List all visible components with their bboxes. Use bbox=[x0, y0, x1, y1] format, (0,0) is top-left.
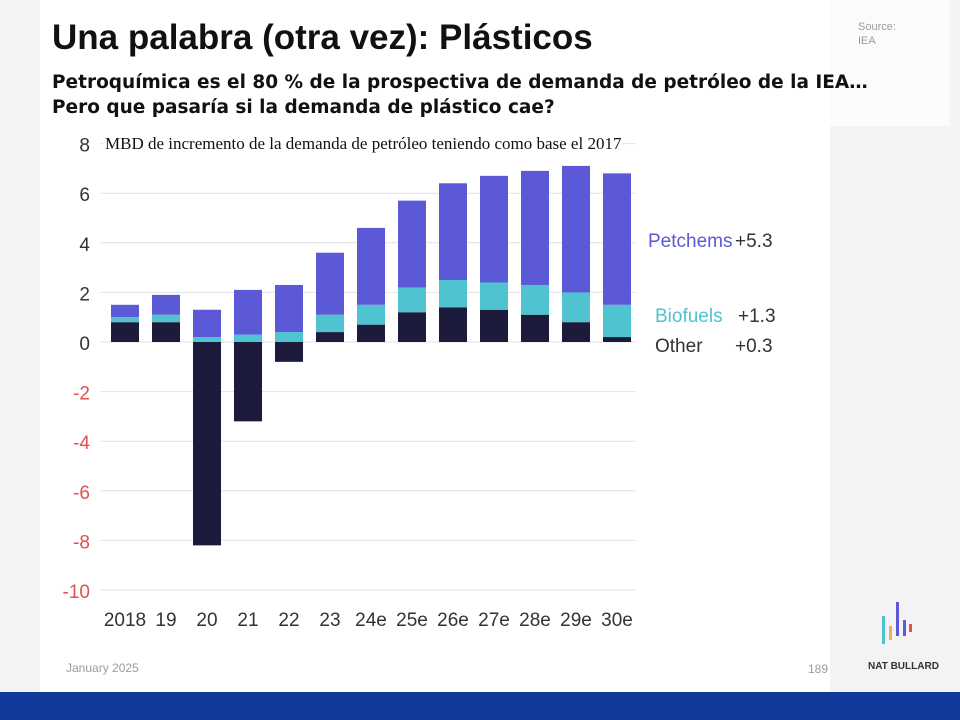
bar-petchems-29e bbox=[562, 165, 590, 293]
bar-biofuels-22 bbox=[275, 332, 303, 342]
bar-petchems-28e bbox=[521, 170, 549, 285]
bar-other-28e bbox=[521, 314, 549, 342]
x-tick-label: 28e bbox=[519, 610, 551, 631]
bar-biofuels-30e bbox=[603, 304, 631, 338]
x-tick-label: 25e bbox=[396, 610, 428, 631]
subtitle-line-1: Petroquímica es el 80 % de la prospectiv… bbox=[52, 72, 868, 93]
page-number: 189 bbox=[808, 662, 829, 676]
slide-title: Una palabra (otra vez): Plásticos bbox=[52, 18, 593, 57]
legend-value-biofuels: +1.3 bbox=[738, 306, 776, 327]
bar-other-25e bbox=[398, 312, 426, 342]
x-tick-label: 30e bbox=[601, 610, 633, 631]
bar-other-26e bbox=[439, 307, 467, 342]
y-tick-label: -6 bbox=[73, 483, 90, 504]
bar-other-2018 bbox=[111, 322, 139, 342]
x-tick-label: 19 bbox=[155, 610, 176, 631]
legend-label-petchems: Petchems bbox=[648, 231, 732, 252]
subtitle-line-2: Pero que pasaría si la demanda de plásti… bbox=[52, 97, 555, 118]
bar-petchems-21 bbox=[234, 289, 262, 335]
bar-other-23 bbox=[316, 332, 344, 342]
footer-date: January 2025 bbox=[66, 661, 139, 675]
x-tick-label: 29e bbox=[560, 610, 592, 631]
y-tick-label: 2 bbox=[79, 284, 90, 305]
legend-label-other: Other bbox=[655, 336, 703, 357]
bar-other-19 bbox=[152, 322, 180, 342]
bar-biofuels-26e bbox=[439, 280, 467, 308]
chart-title: MBD de incremento de la demanda de petró… bbox=[103, 134, 624, 154]
y-tick-label: 8 bbox=[79, 136, 90, 157]
bar-petchems-23 bbox=[316, 252, 344, 315]
source-note: Source: IEA bbox=[858, 21, 896, 47]
bottom-bar bbox=[0, 692, 960, 720]
x-tick-label: 22 bbox=[278, 610, 299, 631]
bar-petchems-19 bbox=[152, 294, 180, 315]
bar-biofuels-28e bbox=[521, 284, 549, 315]
bar-petchems-26e bbox=[439, 183, 467, 280]
x-tick-label: 2018 bbox=[104, 610, 146, 631]
bar-biofuels-24e bbox=[357, 304, 385, 325]
bar-other-24e bbox=[357, 324, 385, 342]
bar-other-22 bbox=[275, 342, 303, 362]
x-tick-label: 24e bbox=[355, 610, 387, 631]
bar-biofuels-2018 bbox=[111, 317, 139, 323]
y-tick-label: -2 bbox=[73, 384, 90, 405]
legend-value-petchems: +5.3 bbox=[735, 231, 773, 252]
bar-petchems-2018 bbox=[111, 304, 139, 318]
bar-biofuels-25e bbox=[398, 287, 426, 313]
bar-other-30e bbox=[603, 337, 631, 342]
bar-biofuels-21 bbox=[234, 334, 262, 342]
y-tick-label: 4 bbox=[79, 235, 90, 256]
x-tick-label: 23 bbox=[319, 610, 340, 631]
x-tick-label: 21 bbox=[237, 610, 258, 631]
bar-biofuels-19 bbox=[152, 314, 180, 323]
y-tick-label: 0 bbox=[79, 334, 90, 355]
bar-other-27e bbox=[480, 309, 508, 342]
legend-label-biofuels: Biofuels bbox=[655, 306, 723, 327]
source-box bbox=[830, 0, 950, 126]
x-tick-label: 27e bbox=[478, 610, 510, 631]
bar-petchems-20 bbox=[193, 309, 221, 338]
bar-other-29e bbox=[562, 322, 590, 342]
bar-biofuels-29e bbox=[562, 292, 590, 323]
bar-other-21 bbox=[234, 342, 262, 422]
y-tick-label: -10 bbox=[63, 582, 90, 603]
y-tick-label: -8 bbox=[73, 532, 90, 553]
bar-petchems-30e bbox=[603, 173, 631, 305]
nat-bullard-logo-icon bbox=[882, 602, 912, 644]
bar-petchems-24e bbox=[357, 227, 385, 305]
chart-panel bbox=[40, 0, 830, 692]
legend-value-other: +0.3 bbox=[735, 336, 773, 357]
bar-petchems-22 bbox=[275, 284, 303, 333]
bar-other-20 bbox=[193, 342, 221, 546]
brand-name: NAT BULLARD bbox=[868, 661, 939, 672]
bar-petchems-27e bbox=[480, 175, 508, 283]
bar-biofuels-23 bbox=[316, 314, 344, 333]
y-tick-label: -4 bbox=[73, 433, 90, 454]
bar-petchems-25e bbox=[398, 200, 426, 288]
y-tick-label: 6 bbox=[79, 185, 90, 206]
x-tick-label: 26e bbox=[437, 610, 469, 631]
x-tick-label: 20 bbox=[196, 610, 217, 631]
bar-biofuels-20 bbox=[193, 337, 221, 342]
bar-biofuels-27e bbox=[480, 282, 508, 310]
